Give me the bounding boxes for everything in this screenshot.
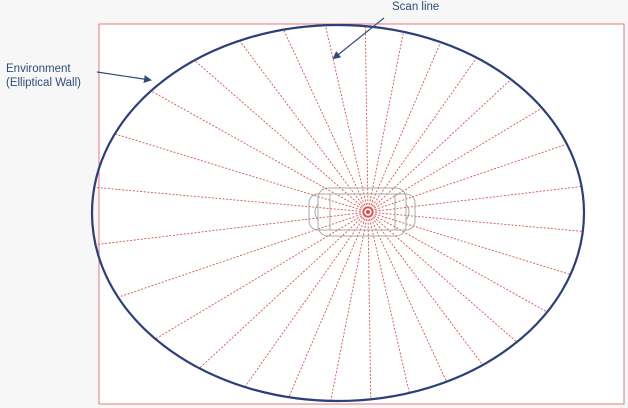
- robot-footprint: [308, 187, 416, 237]
- scan-ray: [367, 211, 571, 275]
- scan-ray: [367, 211, 548, 313]
- scan-ray: [239, 40, 369, 213]
- environment-frame: [98, 23, 625, 405]
- scan-ray: [367, 31, 404, 213]
- scan-rays: [94, 25, 583, 401]
- scan-ray: [95, 211, 369, 246]
- scan-ray: [199, 211, 369, 369]
- scan-line-arrow: [332, 17, 385, 60]
- elliptical-wall: [90, 23, 586, 403]
- scan-ray: [367, 79, 512, 213]
- scan-ray: [367, 57, 478, 213]
- scan-ray: [367, 107, 543, 213]
- scan-ray: [367, 211, 372, 400]
- environment-label-line1: Environment: [6, 63, 71, 75]
- scan-ray: [114, 133, 369, 213]
- scan-ray: [367, 211, 448, 382]
- scan-ray: [244, 211, 369, 388]
- environment-arrow: [96, 71, 152, 84]
- scan-line-label: Scan line: [392, 1, 440, 13]
- scan-ray: [194, 59, 369, 213]
- scan-ray: [155, 211, 369, 340]
- scan-ray: [367, 211, 518, 343]
- environment-label: Environment (Elliptical Wall): [6, 62, 81, 90]
- environment-label-line2: (Elliptical Wall): [6, 77, 81, 89]
- scan-ray: [94, 186, 369, 213]
- scan-ray: [364, 26, 369, 213]
- scan-ray: [150, 90, 369, 213]
- scan-ray: [288, 211, 369, 398]
- scan-ray: [117, 211, 369, 298]
- scan-ray: [367, 211, 484, 366]
- scan-ray: [283, 29, 369, 213]
- scan-ray: [367, 41, 442, 213]
- sensor-origin: [362, 206, 374, 218]
- scan-ray: [367, 143, 568, 213]
